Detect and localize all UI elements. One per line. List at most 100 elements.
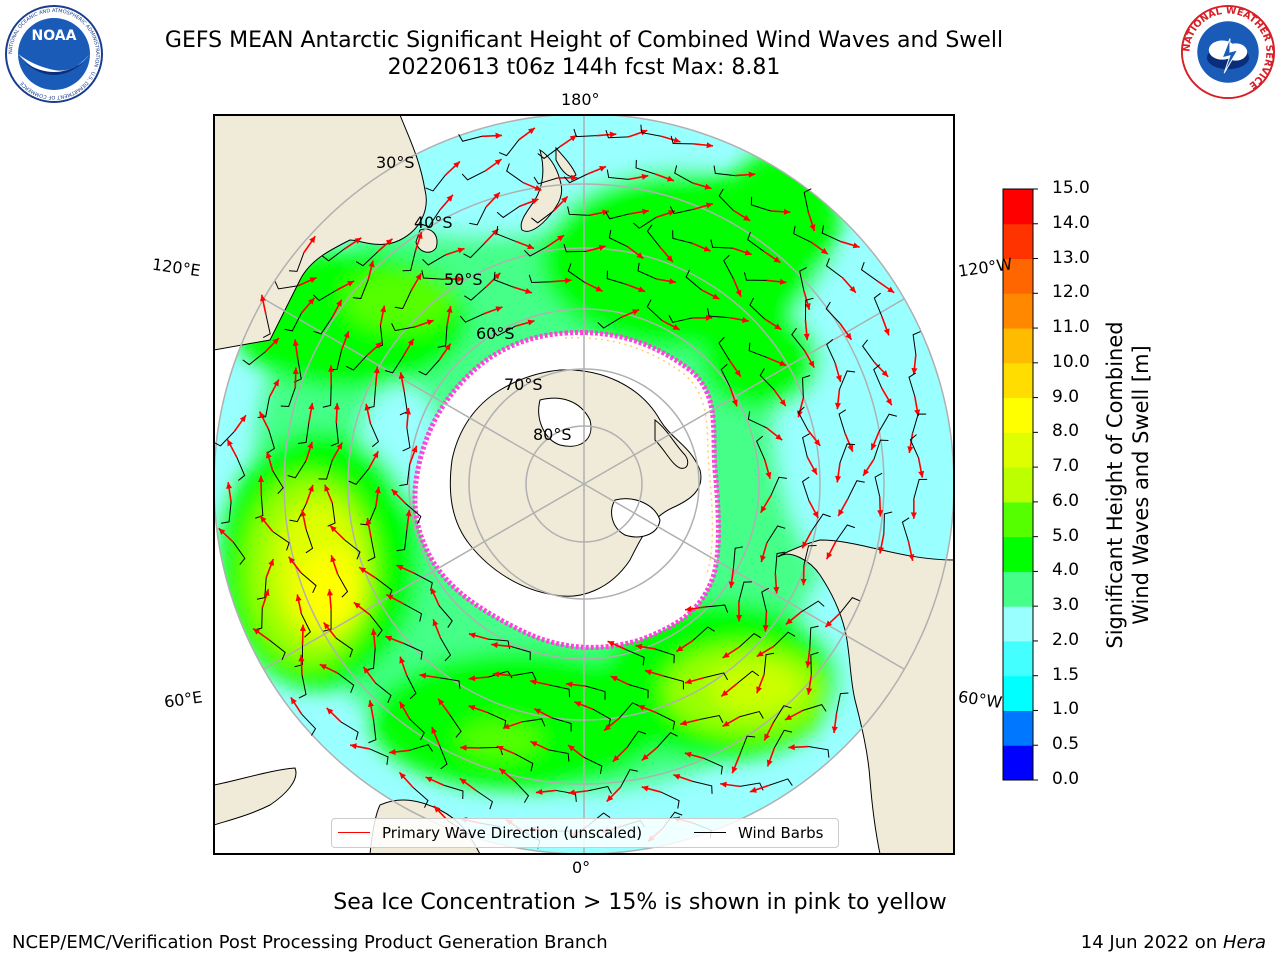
wave-arrow-head <box>838 509 844 517</box>
graticule <box>214 115 954 854</box>
wind-barb <box>369 748 389 765</box>
wave-arrow-head <box>852 242 860 249</box>
wave-arrow-head <box>635 643 643 650</box>
wind-barb <box>759 368 775 391</box>
wind-barb <box>269 639 286 660</box>
wave-arrow-head <box>804 302 811 310</box>
wave-arrow-head <box>673 773 681 780</box>
colorbar-label-line1: Significant Height of Combined <box>1103 321 1127 649</box>
colorbar-tick-label: 9.0 <box>1052 386 1080 407</box>
wind-barb <box>703 757 723 775</box>
wind-barb <box>738 632 762 648</box>
wave-arrow-head <box>330 555 337 563</box>
wind-barb <box>909 434 920 459</box>
wave-arrow-head <box>385 635 393 642</box>
colorbar-segment <box>1003 223 1033 260</box>
wind-barb <box>305 529 314 554</box>
wind-barb <box>221 501 232 524</box>
wind-barb <box>761 587 770 612</box>
wave-arrow-head <box>350 743 357 750</box>
wind-barb <box>585 685 606 700</box>
nws-logo: NATIONAL WEATHER SERVICE <box>1180 4 1276 100</box>
wind-barb <box>365 648 376 671</box>
legend-wave-line <box>338 832 370 833</box>
footer-date-text: 14 Jun 2022 on <box>1080 932 1223 953</box>
wind-barb <box>521 718 546 727</box>
wind-barb <box>803 545 817 566</box>
wave-arrow-head <box>672 324 680 330</box>
lat-label-70s: 70°S <box>504 375 543 394</box>
wave-arrow-head <box>353 602 361 609</box>
wind-barb <box>825 258 843 279</box>
wind-barb <box>637 262 657 280</box>
land-masses <box>214 115 954 854</box>
wind-barb <box>747 231 765 252</box>
wind-barb <box>298 674 307 699</box>
wind-barb <box>375 682 392 703</box>
lat-label-40s: 40°S <box>414 213 453 232</box>
wave-arrow-head <box>568 789 575 796</box>
wave-arrow-head <box>534 185 542 191</box>
lat-label-80s: 80°S <box>533 425 572 444</box>
wind-barb <box>330 423 339 447</box>
wave-arrow-head <box>813 439 821 446</box>
wind-barb <box>672 230 693 244</box>
wave-arrow-head <box>260 515 267 523</box>
wave-arrow-head <box>881 370 889 377</box>
wind-barb <box>646 299 663 321</box>
wind-barb <box>409 718 425 741</box>
wave-arrow-head <box>847 444 854 452</box>
wave-arrow-head <box>705 202 713 209</box>
wind-barb <box>738 581 752 602</box>
wind-barb <box>755 435 766 460</box>
wind-barb <box>772 705 792 723</box>
wind-barb <box>412 786 429 808</box>
wind-barb <box>487 712 507 729</box>
wind-barb <box>763 652 775 675</box>
wind-barb <box>732 546 744 569</box>
wind-barb <box>321 248 345 262</box>
wind-barb <box>493 271 514 288</box>
colorbar-segment <box>1003 710 1033 746</box>
wind-barb <box>438 605 453 628</box>
wind-barb <box>440 637 452 662</box>
wind-barb <box>620 768 638 788</box>
wind-barb <box>242 351 266 366</box>
wave-arrow-head <box>446 306 453 313</box>
wave-arrow-head <box>263 589 270 597</box>
wave-arrow-head <box>595 285 603 292</box>
wave-arrow-head <box>756 650 764 657</box>
footer-producer: NCEP/EMC/Verification Post Processing Pr… <box>12 932 608 953</box>
wave-arrow-head <box>493 272 501 280</box>
wave-arrow-head <box>363 666 370 674</box>
wave-arrow-head <box>802 541 808 549</box>
wind-barb <box>656 732 678 748</box>
colorbar-segment <box>1003 397 1033 433</box>
wave-arrow-head <box>307 441 314 449</box>
wave-arrow-head <box>684 751 692 758</box>
wave-arrow-head <box>610 676 618 682</box>
wind-barb <box>710 239 733 249</box>
wave-arrow-head <box>457 276 464 283</box>
wind-barb <box>461 170 486 181</box>
wave-arrow-head <box>705 314 713 321</box>
wind-barb <box>337 573 349 598</box>
wave-arrow-head <box>319 664 327 670</box>
wind-barb <box>300 613 312 638</box>
wave-arrow-head <box>735 615 743 622</box>
colorbar-tick-label: 3.0 <box>1052 595 1080 616</box>
wave-arrow-head <box>460 744 467 751</box>
colorbar-segment <box>1003 293 1033 329</box>
wave-arrow-head <box>811 467 817 475</box>
wave-arrow-head <box>748 171 756 178</box>
wave-arrow-head <box>907 446 914 453</box>
wave-arrow-head <box>598 244 606 251</box>
wind-barb <box>873 364 883 389</box>
wave-arrow-head <box>641 785 649 792</box>
wave-arrow-head <box>411 445 418 453</box>
legend-wind-barbs: Wind Barbs <box>738 824 824 842</box>
wind-barb <box>626 730 647 748</box>
wave-arrow-head <box>239 415 246 423</box>
wave-arrow-head <box>492 671 500 678</box>
wind-barb <box>619 702 641 719</box>
